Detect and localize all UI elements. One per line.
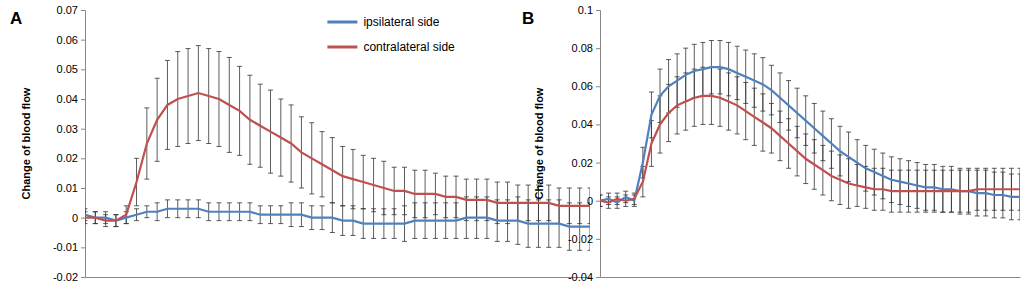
y-tick-mark: [81, 277, 85, 278]
y-tick: 0: [72, 212, 85, 224]
plot-area: [600, 41, 1020, 220]
error-bar: [588, 188, 591, 224]
y-tick-mark: [81, 158, 85, 159]
series-line: [85, 209, 590, 227]
y-tick: 0: [587, 195, 600, 207]
plot-area: [85, 46, 590, 251]
y-tick-mark: [81, 69, 85, 70]
y-tick-label: 0.02: [57, 152, 78, 164]
y-tick-label: 0.02: [572, 157, 593, 169]
x-axis-line: [601, 277, 1021, 278]
y-tick-mark: [81, 99, 85, 100]
y-tick: 0.01: [57, 182, 85, 194]
y-tick-mark: [596, 48, 600, 49]
legend-swatch: [327, 46, 357, 49]
x-axis: [601, 277, 1021, 278]
y-axis-title: Change of blood flow: [533, 87, 545, 199]
y-tick-label: 0.03: [57, 123, 78, 135]
y-tick-label: -0.02: [53, 271, 78, 283]
y-axis-line: [596, 11, 601, 278]
y-tick: -0.02: [53, 271, 85, 283]
series-line: [600, 67, 1020, 202]
y-tick-mark: [81, 10, 85, 11]
y-tick: 0.08: [572, 42, 600, 54]
y-tick-mark: [596, 277, 600, 278]
y-tick: -0.04: [568, 271, 600, 283]
y-tick: -0.02: [568, 233, 600, 245]
panel-title: A: [10, 9, 22, 28]
series-line: [600, 96, 1020, 203]
y-tick-mark: [81, 218, 85, 219]
y-tick-mark: [596, 239, 600, 240]
y-tick-label: 0.04: [572, 118, 593, 130]
y-tick-mark: [596, 10, 600, 11]
y-tick-mark: [81, 247, 85, 248]
y-tick-label: -0.04: [568, 271, 593, 283]
y-tick-mark: [81, 40, 85, 41]
panel: -0.02 -0.01 0 0.01 0.02 0.03 0.04 0.05 0.06 0.07 A…: [10, 4, 593, 283]
y-tick: -0.01: [53, 241, 85, 253]
legend: ipsilateral side contralateral side: [327, 15, 455, 54]
y-tick-mark: [81, 188, 85, 189]
y-tick-label: 0: [72, 212, 78, 224]
y-tick: 0.04: [572, 118, 600, 130]
y-tick-label: 0.04: [57, 93, 78, 105]
y-tick-label: 0.06: [572, 80, 593, 92]
panel-title: B: [522, 9, 534, 28]
y-tick: 0.1: [578, 4, 600, 16]
y-tick-label: 0.07: [57, 4, 78, 16]
y-tick: 0.02: [57, 152, 85, 164]
series-line: [85, 93, 590, 221]
y-tick: 0.05: [57, 63, 85, 75]
y-tick-label: 0.06: [57, 34, 78, 46]
y-tick: 0.07: [57, 4, 85, 16]
legend-label: ipsilateral side: [363, 15, 439, 29]
y-tick-label: -0.02: [568, 233, 593, 245]
y-tick: 0.03: [57, 123, 85, 135]
x-axis-line: [86, 277, 591, 278]
y-tick-mark: [596, 124, 600, 125]
y-tick-mark: [596, 86, 600, 87]
legend-label: contralateral side: [363, 40, 455, 54]
x-axis: [86, 277, 591, 278]
y-axis: -0.04 -0.02 0 0.02 0.04 0.06 0.08 0.1: [568, 4, 601, 283]
y-axis-title: Change of blood flow: [20, 87, 32, 199]
y-axis: -0.02 -0.01 0 0.01 0.02 0.03 0.04 0.05 0.06 0.07: [53, 4, 86, 283]
y-tick-label: 0.01: [57, 182, 78, 194]
y-tick-label: 0.1: [578, 4, 593, 16]
y-tick: 0.04: [57, 93, 85, 105]
y-axis-line: [81, 11, 86, 278]
legend-swatch: [327, 21, 357, 24]
y-tick-mark: [81, 129, 85, 130]
y-tick-label: 0.08: [572, 42, 593, 54]
y-tick: 0.06: [572, 80, 600, 92]
y-tick-mark: [596, 201, 600, 202]
y-tick-label: 0: [587, 195, 593, 207]
panel: -0.04 -0.02 0 0.02 0.04 0.06 0.08 0.1 B Change of…: [522, 4, 1023, 283]
y-tick: 0.02: [572, 157, 600, 169]
y-tick-label: -0.01: [53, 241, 78, 253]
y-tick-label: 0.05: [57, 63, 78, 75]
y-tick-mark: [596, 163, 600, 164]
y-tick: 0.06: [57, 34, 85, 46]
figure: -0.02 -0.01 0 0.01 0.02 0.03 0.04 0.05 0.06 0.07 A…: [0, 0, 1035, 292]
